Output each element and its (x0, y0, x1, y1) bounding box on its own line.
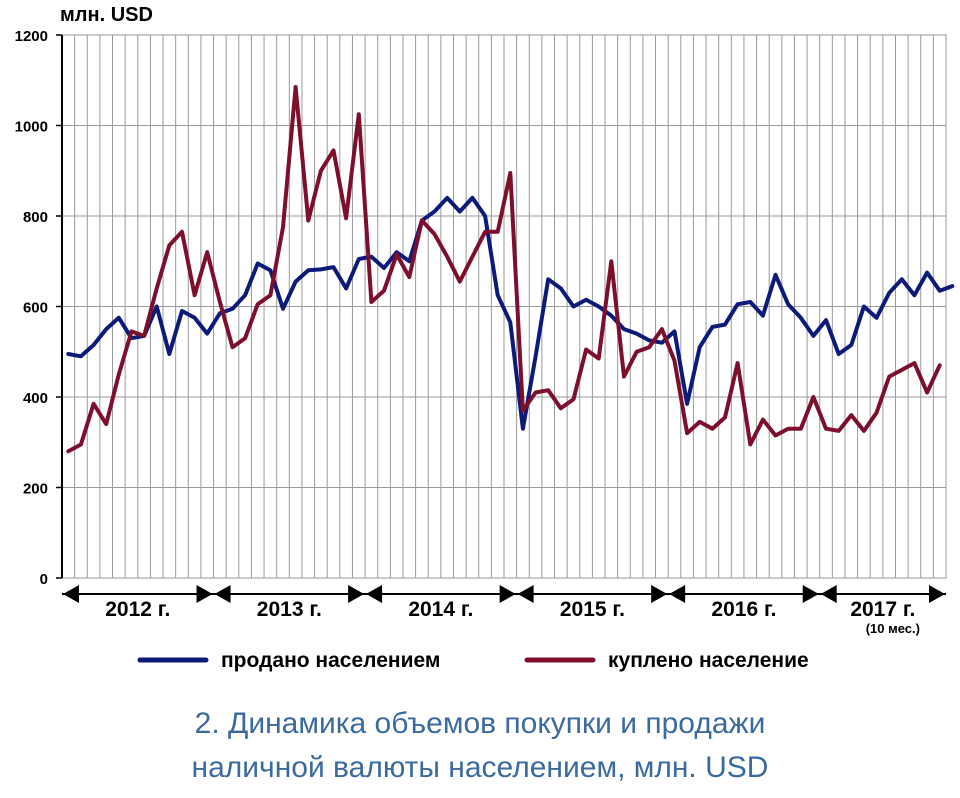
line-chart: 0 200 400 600 800 1000 1200 2012 г. 2013 г. 2014 … (15, 28, 955, 672)
year-bracket-left-arrow (214, 585, 231, 603)
chart-caption-line-2: наличной валюты населением, млн. USD (191, 751, 769, 784)
y-tick-label: 1000 (15, 119, 48, 136)
year-label: 2015 г. (560, 598, 625, 621)
y-tick-label: 600 (23, 300, 48, 317)
y-tick-label: 200 (23, 481, 48, 498)
y-tick-label: 1200 (15, 28, 48, 45)
year-bracket-left-arrow (669, 585, 686, 603)
year-label: 2014 г. (408, 598, 473, 621)
year-bracket-right-arrow (196, 585, 213, 603)
year-bracket-right-arrow (499, 585, 516, 603)
year-label: 2017 г. (850, 598, 915, 621)
y-tick-label: 0 (40, 571, 48, 588)
year-label: 2013 г. (257, 598, 322, 621)
y-axis-unit-label: млн. USD (60, 4, 153, 26)
year-bracket-left-arrow (366, 585, 383, 603)
y-tick-label: 800 (23, 209, 48, 226)
series-line-bought (66, 85, 942, 454)
year-note: (10 мес.) (866, 621, 920, 636)
year-bracket-left-arrow (820, 585, 837, 603)
year-bracket-left-arrow (517, 585, 534, 603)
year-bracket-right-arrow (651, 585, 668, 603)
year-bracket-right-arrow (929, 585, 945, 603)
year-bracket-right-arrow (348, 585, 365, 603)
year-label: 2016 г. (711, 598, 776, 621)
year-label: 2012 г. (105, 598, 170, 621)
y-tick-label: 400 (23, 390, 48, 407)
series-line-sold (66, 195, 955, 431)
year-bracket-right-arrow (802, 585, 819, 603)
legend-label-bought: куплено население (608, 649, 809, 672)
chart-caption-line-1: 2. Динамика объемов покупки и продажи (194, 707, 766, 740)
legend-label-sold: продано населением (221, 649, 440, 672)
year-bracket-left-arrow (63, 585, 79, 603)
